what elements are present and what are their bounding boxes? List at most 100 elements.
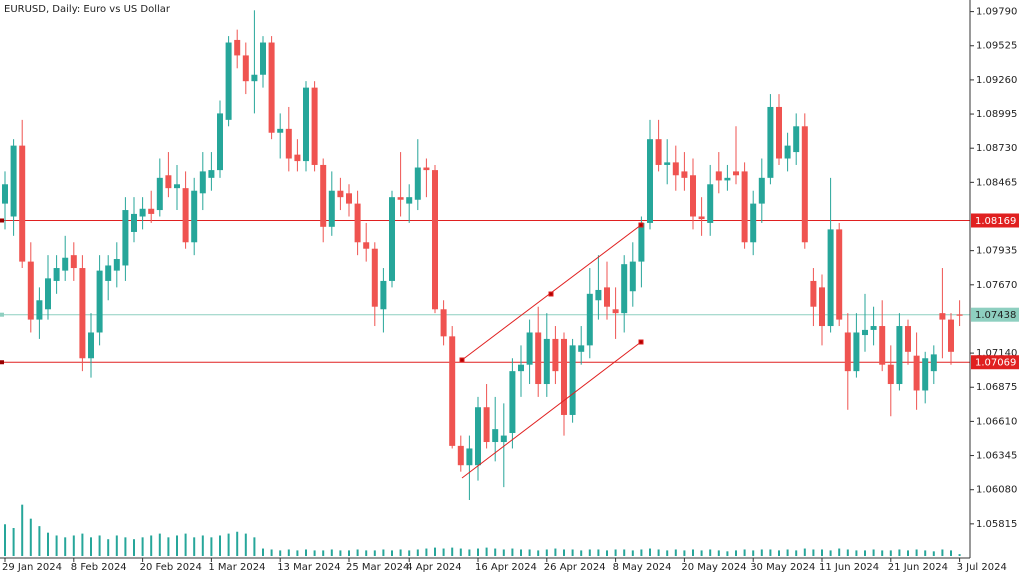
candle-body bbox=[303, 87, 309, 162]
candle-body bbox=[595, 289, 602, 301]
candle-body bbox=[509, 371, 516, 433]
candle-body bbox=[131, 213, 137, 232]
candle-body bbox=[79, 268, 86, 359]
candle-body bbox=[457, 445, 464, 466]
candle-body bbox=[767, 106, 774, 178]
y-tick-label: 1.06610 bbox=[976, 416, 1017, 427]
candle-body bbox=[707, 184, 714, 223]
chart-title: EURUSD, Daily: Euro vs US Dollar bbox=[4, 4, 171, 15]
y-tick-label: 1.08465 bbox=[976, 177, 1017, 188]
candle-body bbox=[217, 113, 223, 171]
x-tick-label: 1 Mar 2024 bbox=[208, 562, 265, 573]
candle-body bbox=[139, 208, 146, 217]
candle-body bbox=[165, 175, 172, 189]
x-tick-label: 21 Jun 2024 bbox=[888, 562, 948, 573]
candle-body bbox=[715, 171, 722, 181]
candle-body bbox=[88, 332, 94, 359]
candle-body bbox=[698, 216, 705, 220]
candle-body bbox=[862, 329, 868, 336]
price-level-label: 1.07069 bbox=[975, 358, 1016, 369]
candle-body bbox=[750, 203, 757, 243]
candle-body bbox=[552, 338, 559, 372]
channel-point bbox=[638, 339, 644, 345]
candle-body bbox=[62, 257, 69, 271]
candle-body bbox=[148, 208, 155, 214]
candle-body bbox=[406, 197, 413, 204]
candle-body bbox=[930, 354, 937, 372]
y-tick-label: 1.05815 bbox=[976, 519, 1017, 530]
candle-body bbox=[294, 154, 301, 162]
y-tick-label: 1.09260 bbox=[976, 75, 1017, 86]
x-tick-label: 11 Jun 2024 bbox=[819, 562, 879, 573]
candle-body bbox=[337, 190, 344, 198]
candle-body bbox=[870, 326, 877, 330]
candle-body bbox=[174, 184, 180, 189]
candle-body bbox=[182, 188, 189, 243]
candle-body bbox=[414, 167, 421, 200]
price-level-marker bbox=[0, 312, 4, 317]
candle-body bbox=[105, 265, 112, 281]
candle-body bbox=[423, 167, 430, 171]
y-tick-label: 1.09790 bbox=[976, 7, 1017, 18]
candle-body bbox=[724, 177, 731, 181]
candle-body bbox=[758, 177, 765, 204]
candle-body bbox=[887, 364, 894, 385]
x-tick-label: 8 May 2024 bbox=[613, 562, 672, 573]
candle-body bbox=[268, 42, 275, 133]
candle-body bbox=[518, 364, 524, 372]
candle-body bbox=[535, 332, 542, 385]
candle-body bbox=[810, 280, 817, 307]
y-tick-label: 1.06345 bbox=[976, 451, 1017, 462]
candle-body bbox=[432, 170, 438, 310]
candle-body bbox=[629, 261, 636, 292]
candle-body bbox=[328, 190, 335, 227]
candle-body bbox=[397, 197, 404, 200]
candle-body bbox=[45, 278, 51, 310]
x-tick-label: 8 Feb 2024 bbox=[71, 562, 127, 573]
y-tick-label: 1.08730 bbox=[976, 143, 1017, 154]
y-tick-label: 1.08995 bbox=[976, 109, 1017, 120]
candle-body bbox=[122, 210, 129, 266]
candle-body bbox=[621, 264, 628, 314]
candle-body bbox=[311, 87, 318, 165]
candle-body bbox=[466, 448, 473, 466]
candle-body bbox=[647, 139, 653, 223]
x-tick-label: 30 May 2024 bbox=[750, 562, 815, 573]
candle-body bbox=[836, 229, 843, 320]
candle-body bbox=[896, 326, 903, 385]
candle-body bbox=[741, 171, 748, 243]
candle-body bbox=[672, 162, 679, 176]
price-level-tag bbox=[971, 355, 1019, 370]
candle-body bbox=[225, 42, 232, 120]
candle-body bbox=[913, 355, 920, 391]
candle-body bbox=[956, 314, 963, 316]
candle-body bbox=[922, 358, 929, 391]
candle-body bbox=[53, 268, 60, 281]
candle-body bbox=[260, 42, 266, 75]
candle-body bbox=[449, 336, 456, 446]
candle-body bbox=[354, 203, 361, 243]
candle-body bbox=[801, 126, 808, 243]
candle-body bbox=[363, 242, 370, 249]
candle-body bbox=[853, 332, 860, 372]
channel-point bbox=[638, 222, 644, 228]
candle-body bbox=[733, 171, 739, 176]
candle-body bbox=[208, 170, 215, 178]
x-tick-label: 16 Apr 2024 bbox=[475, 562, 537, 573]
x-tick-label: 13 Mar 2024 bbox=[277, 562, 340, 573]
y-tick-label: 1.06080 bbox=[976, 485, 1017, 496]
y-tick-label: 1.06875 bbox=[976, 382, 1017, 393]
trend-channel bbox=[459, 222, 644, 479]
candle-body bbox=[526, 332, 533, 365]
candle-body bbox=[612, 309, 619, 314]
candle-body bbox=[784, 145, 791, 159]
candle-body bbox=[70, 255, 77, 269]
candle-body bbox=[681, 171, 688, 178]
candle-body bbox=[113, 259, 120, 271]
price-level-tag bbox=[971, 213, 1019, 228]
candle-body bbox=[561, 338, 567, 415]
candle-body bbox=[879, 326, 886, 365]
candle-body bbox=[793, 126, 800, 153]
candle-body bbox=[440, 309, 447, 337]
